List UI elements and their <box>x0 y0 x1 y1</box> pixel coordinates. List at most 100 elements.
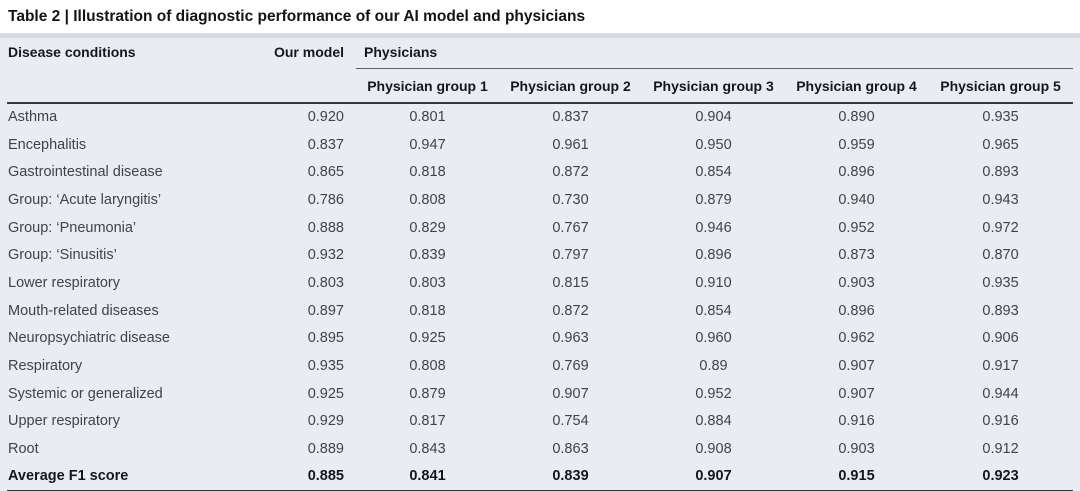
physician-score: 0.863 <box>552 441 589 458</box>
physician-score: 0.960 <box>695 330 732 347</box>
physician-score: 0.935 <box>982 109 1019 126</box>
our-model-score: 0.932 <box>307 247 344 264</box>
physician-score: 0.884 <box>695 413 732 430</box>
physician-score: 0.952 <box>695 385 732 402</box>
table-row: Systemic or generalized 0.925 0.879 0.907 0.… <box>7 380 1073 408</box>
physician-score: 0.870 <box>982 247 1019 264</box>
physician-score: 0.963 <box>552 330 589 347</box>
physician-score: 0.907 <box>838 385 875 402</box>
physician-score: 0.923 <box>982 468 1019 485</box>
average-row: Average F1 score 0.885 0.841 0.839 0.907 0.91… <box>7 463 1074 491</box>
physician-score: 0.906 <box>982 330 1019 347</box>
physician-score: 0.839 <box>552 468 589 485</box>
table-body: Asthma 0.920 0.801 0.837 0.904 0.890 0.935 Ence… <box>7 103 1074 491</box>
physician-score: 0.943 <box>982 191 1019 208</box>
physician-score: 0.907 <box>552 385 589 402</box>
physician-score: 0.904 <box>695 109 732 126</box>
physician-score: 0.893 <box>982 164 1019 181</box>
column-header-physician-group-1: Physician group 1 <box>367 77 488 94</box>
table-row: Asthma 0.920 0.801 0.837 0.904 0.890 0.935 <box>7 103 1073 131</box>
table-row: Group: ‘Sinusitis’ 0.932 0.839 0.797 0.896 0.… <box>7 241 1073 269</box>
physician-score: 0.915 <box>838 468 875 485</box>
table-number: Table 2 | <box>8 7 74 25</box>
our-model-score: 0.895 <box>307 330 344 347</box>
physician-score: 0.873 <box>838 247 875 264</box>
disease-label: Encephalitis <box>8 136 87 153</box>
physician-score: 0.754 <box>552 413 589 430</box>
physician-score: 0.946 <box>695 219 732 236</box>
physician-score: 0.944 <box>982 385 1019 402</box>
physician-score: 0.907 <box>838 358 875 375</box>
column-header-physician-group-2: Physician group 2 <box>510 77 631 94</box>
disease-label: Gastrointestinal disease <box>8 164 163 181</box>
table-row: Upper respiratory 0.929 0.817 0.754 0.884 0.9… <box>7 408 1073 436</box>
physician-score: 0.903 <box>838 441 875 458</box>
table-row: Root 0.889 0.843 0.863 0.908 0.903 0.912 <box>7 435 1073 463</box>
column-header-physician-group-5: Physician group 5 <box>940 77 1061 94</box>
table-row: Neuropsychiatric disease 0.895 0.925 0.963 0… <box>7 325 1073 353</box>
physician-score: 0.896 <box>838 164 875 181</box>
physician-score: 0.767 <box>552 219 589 236</box>
physician-score: 0.769 <box>552 358 589 375</box>
table-title: Table 2 | Illustration of diagnostic per… <box>0 0 1080 33</box>
physician-score: 0.896 <box>838 302 875 319</box>
disease-label: Lower respiratory <box>8 274 121 291</box>
physician-score: 0.972 <box>982 219 1019 236</box>
physician-score: 0.879 <box>695 191 732 208</box>
column-header-physician-group-4: Physician group 4 <box>796 77 917 94</box>
table-row: Mouth-related diseases 0.897 0.818 0.872 0.8… <box>7 297 1073 325</box>
column-header-our-model: Our model <box>273 44 344 60</box>
disease-label: Mouth-related diseases <box>8 302 159 319</box>
disease-label: Systemic or generalized <box>8 385 163 402</box>
physician-score: 0.803 <box>409 274 446 291</box>
column-header-disease: Disease conditions <box>8 44 136 60</box>
physician-score: 0.925 <box>409 330 446 347</box>
physician-score: 0.903 <box>838 274 875 291</box>
disease-label: Root <box>8 441 39 458</box>
physician-score: 0.879 <box>409 385 446 402</box>
physician-score: 0.808 <box>409 191 446 208</box>
column-header-physician-group-3: Physician group 3 <box>653 77 774 94</box>
physician-score: 0.829 <box>409 219 446 236</box>
physician-score: 0.839 <box>409 247 446 264</box>
physician-score: 0.801 <box>409 109 446 126</box>
disease-label: Upper respiratory <box>8 413 121 430</box>
physician-score: 0.908 <box>695 441 732 458</box>
physician-score: 0.912 <box>982 441 1019 458</box>
table-container: Disease conditions Our model Physicians … <box>0 33 1080 491</box>
table-row: Gastrointestinal disease 0.865 0.818 0.872 0… <box>7 158 1073 186</box>
physician-score: 0.961 <box>552 136 589 153</box>
disease-label: Respiratory <box>8 358 83 375</box>
physician-score: 0.907 <box>695 468 732 485</box>
our-model-score: 0.935 <box>307 358 344 375</box>
disease-label: Group: ‘Acute laryngitis’ <box>8 191 162 208</box>
physician-score: 0.893 <box>982 302 1019 319</box>
table-row: Lower respiratory 0.803 0.803 0.815 0.910 0.9… <box>7 269 1073 297</box>
our-model-score: 0.885 <box>307 468 344 485</box>
our-model-score: 0.837 <box>307 136 344 153</box>
physician-score: 0.817 <box>409 413 446 430</box>
table-row: Respiratory 0.935 0.808 0.769 0.89 0.907 0.917 <box>7 352 1073 380</box>
physician-score: 0.872 <box>552 302 589 319</box>
physician-score: 0.815 <box>552 274 589 291</box>
physician-score: 0.797 <box>552 247 589 264</box>
physician-score: 0.896 <box>695 247 732 264</box>
disease-label: Average F1 score <box>8 468 129 485</box>
disease-label: Neuropsychiatric disease <box>8 330 170 347</box>
physician-score: 0.952 <box>838 219 875 236</box>
physician-score: 0.854 <box>695 164 732 181</box>
physician-score: 0.965 <box>982 136 1019 153</box>
physician-score: 0.916 <box>838 413 875 430</box>
header-row-top: Disease conditions Our model Physicians <box>7 38 1074 69</box>
physician-score: 0.837 <box>552 109 589 126</box>
physician-score: 0.854 <box>695 302 732 319</box>
table-row: Group: ‘Acute laryngitis’ 0.786 0.808 0.730… <box>7 186 1073 214</box>
physician-score: 0.947 <box>409 136 446 153</box>
physician-score: 0.872 <box>552 164 589 181</box>
physician-score: 0.910 <box>695 274 732 291</box>
physician-score: 0.808 <box>409 358 446 375</box>
column-header-physicians: Physicians <box>356 38 1074 69</box>
physician-score: 0.818 <box>409 302 446 319</box>
physician-score: 0.916 <box>982 413 1019 430</box>
